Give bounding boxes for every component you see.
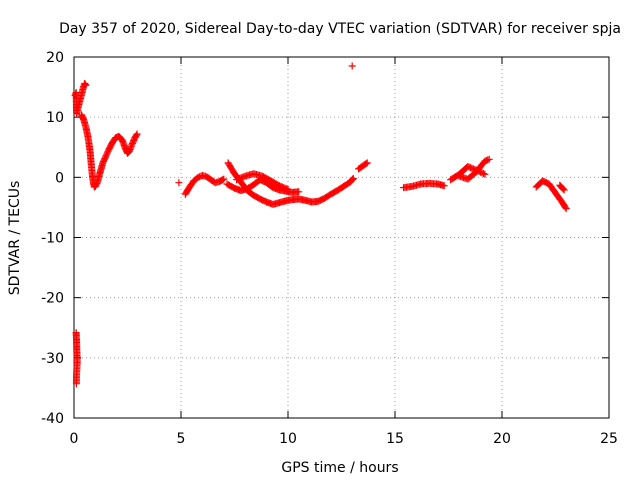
data-point [132, 131, 140, 139]
data-point [133, 130, 141, 138]
grid-lines [74, 57, 609, 418]
data-point [561, 203, 569, 211]
data-point [562, 205, 570, 213]
x-tick-label: 10 [279, 431, 297, 447]
axes: 0 5 10 15 20 25 -40 -30 -20 -10 0 10 20 [41, 50, 618, 447]
data-point [480, 170, 487, 178]
data-point [295, 188, 303, 196]
data-point [440, 182, 448, 190]
x-tick-label: 20 [493, 431, 511, 447]
y-tick-label: 20 [46, 50, 64, 66]
x-tick-label: 15 [386, 431, 404, 447]
y-tick-label: 0 [55, 170, 64, 186]
y-axis-label: SDTVAR / TECUs [7, 181, 23, 296]
y-tick-label: 10 [46, 110, 64, 126]
y-tick-label: -20 [41, 291, 64, 307]
y-tick-label: -10 [41, 231, 64, 247]
data-point [82, 81, 90, 89]
data-point [481, 170, 489, 178]
data-point [81, 80, 89, 88]
data-point [284, 185, 292, 193]
data-point [220, 175, 228, 183]
data-point [559, 185, 567, 193]
x-tick-label: 25 [600, 431, 618, 447]
data-points [71, 62, 570, 388]
data-point [560, 186, 568, 194]
data-point [175, 179, 183, 187]
y-tick-label: -30 [41, 351, 64, 367]
data-point [348, 62, 356, 70]
x-tick-label: 0 [70, 431, 79, 447]
x-tick-label: 5 [177, 431, 186, 447]
y-tick-label: -40 [41, 411, 64, 427]
data-point [363, 159, 371, 167]
x-axis-label: GPS time / hours [281, 460, 398, 476]
chart-title: Day 357 of 2020, Sidereal Day-to-day VTE… [59, 21, 621, 37]
data-point [362, 160, 370, 168]
data-point [72, 380, 80, 388]
data-point [485, 155, 493, 163]
data-point [349, 175, 357, 182]
data-point [349, 175, 356, 183]
